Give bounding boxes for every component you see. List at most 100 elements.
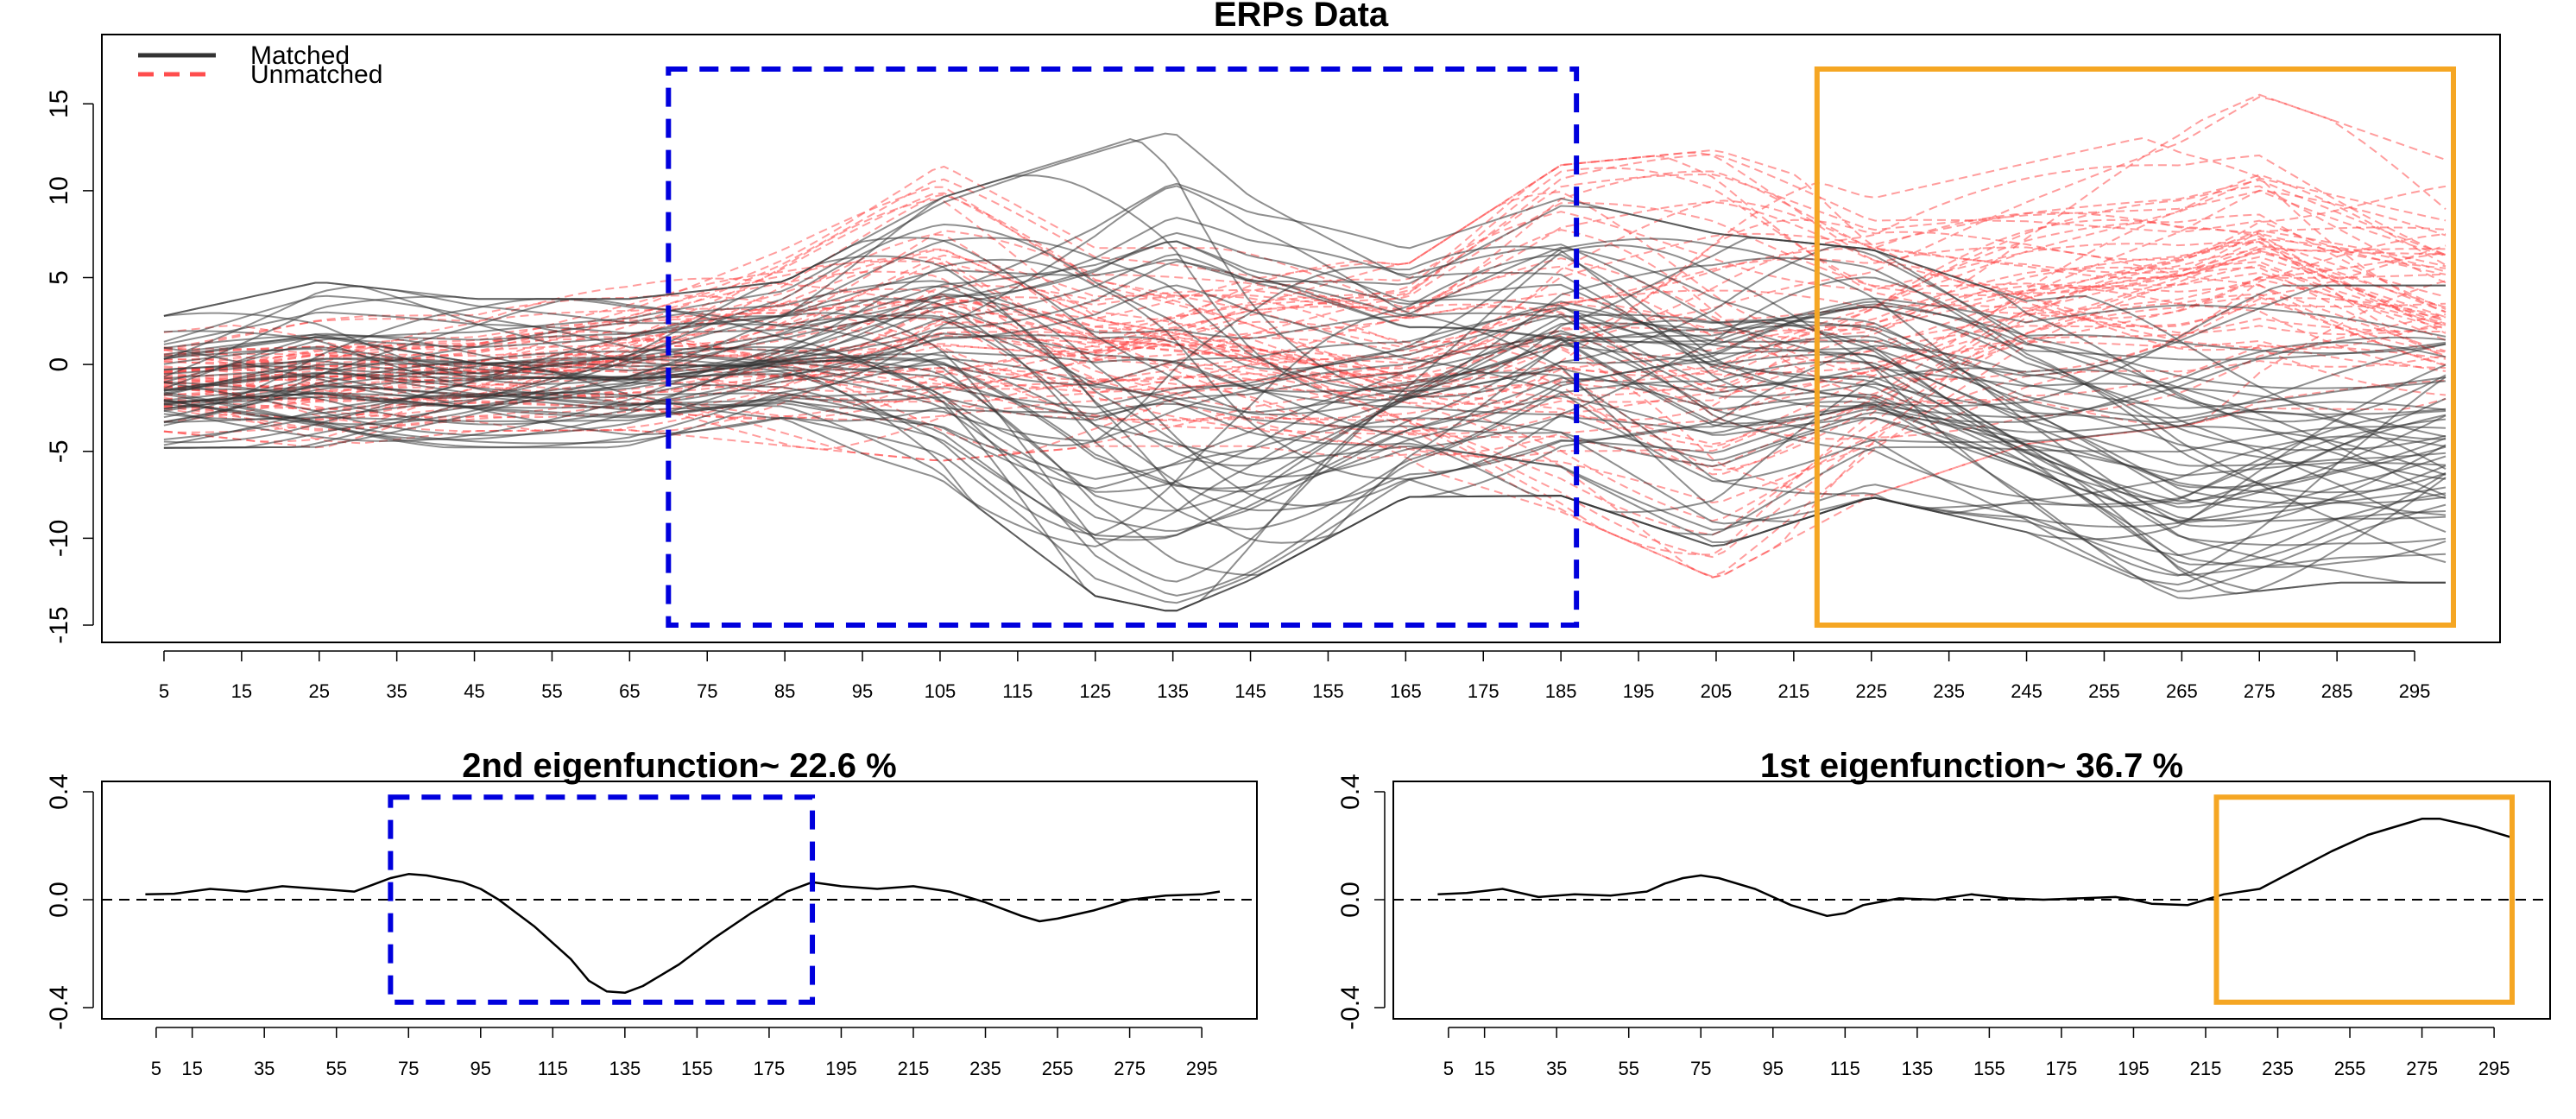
x-tick-label: 25 (309, 680, 330, 702)
y-tick-label: -15 (45, 606, 73, 643)
x-tick-label: 175 (754, 1058, 786, 1079)
unmatched-curve (163, 271, 2447, 433)
x-tick-label: 55 (325, 1058, 346, 1079)
x-tick-label: 75 (398, 1058, 419, 1079)
x-tick-label: 95 (1763, 1058, 1784, 1079)
matched-curve (163, 353, 2447, 557)
unmatched-series (163, 93, 2447, 578)
unmatched-curve (163, 167, 2447, 390)
x-tick-label: 55 (1618, 1058, 1638, 1079)
unmatched-curve (163, 289, 2447, 396)
x-tick-label: 215 (898, 1058, 930, 1079)
x-tick-label: 175 (2046, 1058, 2078, 1079)
x-tick-label: 195 (825, 1058, 857, 1079)
y-tick-label: 10 (45, 176, 73, 205)
first-eigenfunction-panel: 1st eigenfunction~ 36.7 % 5 15 35 55 75 95 115 1… (1336, 747, 2551, 1079)
x-tick-label: 15 (231, 680, 252, 702)
x-tick-label: 155 (1973, 1058, 2005, 1079)
matched-curve (163, 403, 2447, 604)
x-tick-label: 195 (1623, 680, 1655, 702)
x-tick-label: 185 (1545, 680, 1577, 702)
matched-curve (163, 330, 2447, 516)
matched-curve (163, 231, 2447, 438)
unmatched-curve (163, 186, 2447, 446)
matched-curve (163, 294, 2447, 419)
x-tick-label: 95 (852, 680, 873, 702)
x-tick-label: 5 (1443, 1058, 1454, 1079)
x-tick-label: 135 (1901, 1058, 1933, 1079)
y-tick-label: 0.0 (45, 882, 73, 918)
unmatched-curve (163, 213, 2447, 421)
highlight-box (666, 66, 1580, 628)
y-tick-label: 15 (45, 90, 73, 118)
eigenfunction-curve (1437, 818, 2513, 918)
unmatched-curve (163, 170, 2447, 380)
x-tick-label: 265 (2166, 680, 2198, 702)
y-tick-label: 0.4 (45, 774, 73, 810)
x-tick-label: 155 (1312, 680, 1344, 702)
matched-curve (163, 306, 2447, 564)
x-tick-label: 55 (541, 680, 562, 702)
y-tick-label: 5 (45, 270, 73, 285)
x-tick-label: 125 (1079, 680, 1111, 702)
x-tick-label: 155 (681, 1058, 713, 1079)
matched-curve (163, 182, 2447, 415)
x-tick-label: 15 (181, 1058, 202, 1079)
unmatched-curve (163, 200, 2447, 373)
x-tick-label: 15 (1474, 1058, 1494, 1079)
matched-curve (163, 298, 2447, 531)
x-tick-label: 275 (2244, 680, 2276, 702)
legend-matched-label: Matched (250, 41, 350, 70)
highlight-box (388, 794, 816, 1005)
matched-curve (163, 281, 2447, 414)
unmatched-curve (163, 174, 2447, 476)
matched-curve (163, 185, 2447, 541)
x-tick-label: 135 (1157, 680, 1189, 702)
unmatched-curve (163, 250, 2447, 578)
matched-curve (163, 284, 2446, 493)
unmatched-curve (163, 177, 2447, 370)
x-tick-label: 255 (2088, 680, 2120, 702)
x-tick-label: 195 (2118, 1058, 2150, 1079)
unmatched-curve (163, 264, 2447, 559)
matched-curve (163, 245, 2447, 447)
unmatched-curve (163, 266, 2447, 556)
x-tick-label: 235 (2262, 1058, 2294, 1079)
x-tick-label: 295 (2399, 680, 2431, 702)
unmatched-curve (163, 189, 2447, 448)
matched-curve (163, 347, 2446, 597)
unmatched-curve (163, 317, 2446, 459)
x-tick-label: 205 (1701, 680, 1733, 702)
x-tick-label: 35 (254, 1058, 275, 1079)
unmatched-curve (163, 185, 2447, 381)
unmatched-curve (163, 248, 2447, 578)
unmatched-curve (163, 96, 2447, 391)
legend-unmatched-label: Unmatched (250, 60, 382, 89)
matched-curve (163, 316, 2447, 509)
x-tick-label: 35 (386, 680, 407, 702)
unmatched-curve (163, 136, 2447, 382)
chart-title: 1st eigenfunction~ 36.7 % (1760, 747, 2183, 785)
matched-curve (163, 335, 2447, 592)
x-tick-label: 255 (2334, 1058, 2366, 1079)
x-tick-label: 255 (1042, 1058, 1074, 1079)
second-eigenfunction-panel: 2nd eigenfunction~ 22.6 % 5 15 35 55 75 95 115 1… (45, 747, 1258, 1079)
matched-curve (163, 332, 2447, 489)
x-tick-label: 135 (609, 1058, 641, 1079)
x-tick-label: 65 (619, 680, 640, 702)
y-tick-label: 0.4 (1336, 774, 1365, 810)
unmatched-curve (163, 153, 2447, 385)
highlight-box (1814, 66, 2457, 628)
x-tick-label: 275 (1114, 1058, 1146, 1079)
x-tick-label: 5 (159, 680, 169, 702)
x-tick-label: 225 (1855, 680, 1887, 702)
matched-curve (163, 385, 2447, 528)
matched-curve (163, 205, 2447, 389)
x-tick-label: 105 (925, 680, 957, 702)
unmatched-curve (163, 149, 2447, 351)
x-tick-label: 95 (470, 1058, 491, 1079)
x-tick-label: 235 (969, 1058, 1001, 1079)
chart-title: 2nd eigenfunction~ 22.6 % (462, 747, 896, 785)
unmatched-curve (163, 293, 2447, 536)
matched-curve (163, 375, 2447, 568)
